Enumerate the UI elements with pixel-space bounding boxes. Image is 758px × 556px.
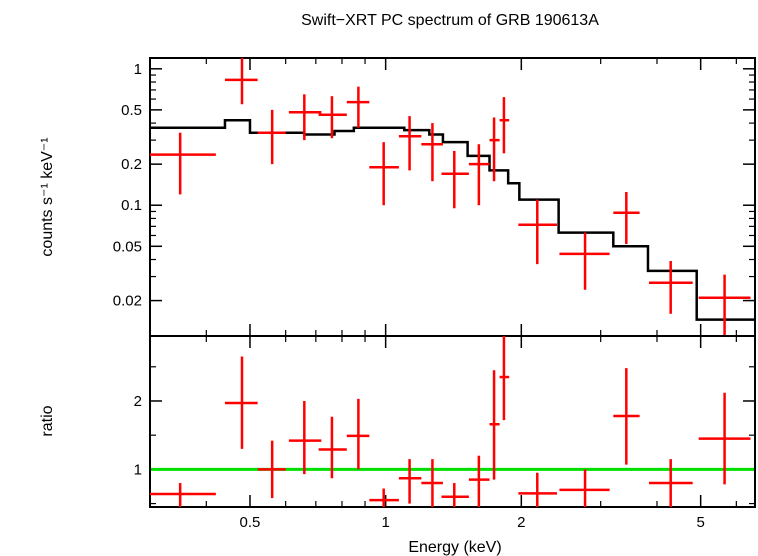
bottom-y-axis-label: ratio (39, 405, 56, 436)
ratio-data-points (150, 336, 751, 507)
spectrum-point (257, 109, 286, 165)
spectrum-point (288, 94, 322, 141)
ratio-point (318, 416, 347, 479)
spectrum-point (441, 150, 469, 209)
model-curve (150, 118, 755, 321)
ratio-point (257, 440, 286, 499)
ratio-point (150, 483, 216, 507)
ratio-point (468, 455, 490, 507)
bottom-panel-frame (149, 335, 756, 508)
ratio-point (559, 469, 610, 507)
spectrum-point (468, 144, 490, 206)
top-y-tick-label: 1 (134, 61, 142, 78)
ratio-point (499, 336, 510, 421)
spectrum-point (499, 97, 510, 154)
ratio-point (288, 400, 322, 475)
ratio-point (648, 459, 693, 507)
top-y-tick-label: 0.2 (121, 156, 142, 173)
spectrum-point (518, 199, 558, 265)
top-y-tick-label: 0.05 (113, 238, 142, 255)
ratio-point (441, 483, 469, 507)
ratio-point (398, 459, 422, 504)
top-x-ticks (205, 58, 737, 336)
spectrum-point (648, 261, 693, 314)
ratio-point (518, 472, 558, 507)
ratio-point (489, 370, 500, 480)
x-tick-label: 1 (381, 514, 389, 531)
spectrum-point (698, 274, 751, 336)
chart-title: Swift−XRT PC spectrum of GRB 190613A (301, 12, 599, 29)
x-tick-label: 5 (696, 514, 704, 531)
spectrum-point (369, 142, 399, 206)
ratio-point (421, 459, 443, 507)
spectrum-point (489, 117, 500, 182)
spectrum-data-points (150, 58, 751, 336)
ratio-point (698, 392, 751, 485)
spectrum-point (421, 123, 443, 182)
ratio-point (613, 368, 640, 465)
bottom-y-tick-label: 2 (134, 393, 142, 410)
ratio-point (346, 398, 370, 470)
bottom-y-tick-label: 1 (134, 461, 142, 478)
bottom-panel: 1 2 0.5 1 2 5 ratio (39, 335, 756, 531)
x-tick-label: 2 (517, 514, 525, 531)
x-axis-label: Energy (keV) (408, 539, 501, 556)
ratio-point (224, 356, 258, 449)
ratio-point (369, 488, 399, 507)
model-step-line (150, 118, 755, 321)
top-y-ticks: 1 0.5 0.2 0.1 0.05 0.02 (113, 61, 755, 310)
x-tick-label: 0.5 (240, 514, 261, 531)
bottom-x-ticks: 0.5 1 2 5 (205, 336, 737, 531)
spectrum-point (398, 116, 422, 171)
top-y-tick-label: 0.5 (121, 102, 142, 119)
spectrum-point (150, 132, 216, 195)
spectrum-point (346, 86, 370, 128)
top-y-tick-label: 0.1 (121, 197, 142, 214)
top-y-tick-label: 0.02 (113, 293, 142, 310)
spectrum-point (318, 96, 347, 139)
spectrum-point (559, 232, 610, 290)
top-y-axis-label: counts s⁻¹ keV⁻¹ (39, 137, 56, 256)
top-panel: 1 0.5 0.2 0.1 0.05 0.02 counts s⁻¹ keV⁻¹ (39, 57, 756, 337)
spectrum-point (224, 58, 258, 105)
spectrum-point (613, 192, 640, 244)
